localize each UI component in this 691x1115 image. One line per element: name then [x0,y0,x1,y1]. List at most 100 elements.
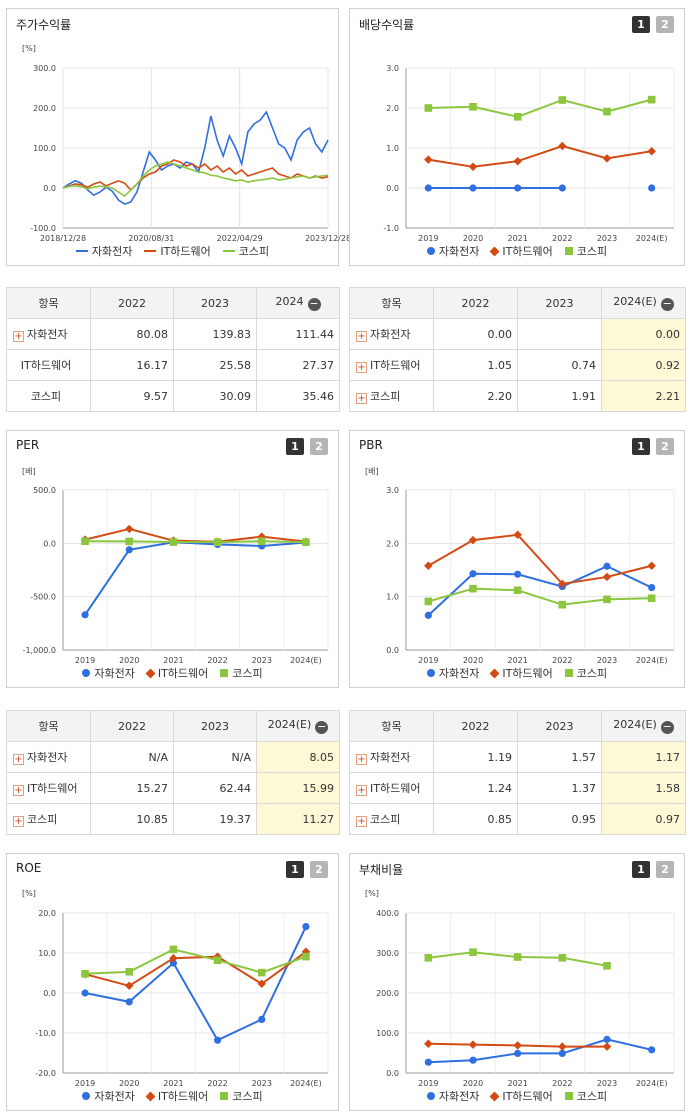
legend-square-icon [564,247,573,255]
legend-item-kospi[interactable]: 코스피 [564,665,607,681]
legend-item-samsung[interactable]: 자화전자 [426,1088,479,1104]
legend-dot-icon [82,1092,91,1100]
data-point [558,1042,567,1051]
legend-item-it[interactable]: IT하드웨어 [489,665,553,681]
row-name: + 코스피 [349,803,434,835]
legend-item-kospi[interactable]: 코스피 [564,243,607,259]
cell: 0.00 [601,318,686,350]
expand-icon[interactable]: + [356,785,367,796]
x-tick-label: 2023 [597,656,617,665]
row-name: + 자화전자 [349,741,434,773]
unit-label: [%] [22,889,36,898]
expand-icon[interactable]: + [356,754,367,765]
row-name: + 자화전자 [6,318,91,350]
legend-dot-icon [82,669,91,677]
series-line-0 [84,926,307,1042]
x-tick-label: 2023 [597,234,617,243]
legend-item-samsung[interactable]: 자화전자 [82,665,135,681]
legend-item-samsung[interactable]: 자화전자 [426,243,479,259]
data-point [513,530,522,540]
page-1-button[interactable]: 1 [632,861,650,878]
data-point [424,1058,432,1066]
data-point [514,570,522,578]
cell: N/A [90,741,174,773]
cell: 1.57 [517,741,602,773]
legend-diamond-icon [489,1091,500,1101]
series-line-2 [85,948,307,975]
collapse-icon[interactable]: − [315,720,329,734]
cell: 9.57 [90,380,174,412]
page-2-button[interactable]: 2 [310,861,328,878]
x-tick-label: 2021 [163,656,183,665]
legend-item-samsung[interactable]: 자화전자 [75,243,133,259]
legend-item-kospi[interactable]: 코스피 [220,665,263,681]
page-2-button[interactable]: 2 [656,861,674,878]
data-point [603,562,611,570]
cell: 15.27 [90,772,174,804]
legend-item-it[interactable]: IT하드웨어 [145,1088,208,1104]
expand-icon[interactable]: + [356,362,367,373]
header-2022: 2022 [90,710,174,742]
expand-icon[interactable]: + [13,816,24,827]
roe-panel: ROE 1 2 [%] 20.0 10.0 0.0 -10.0 -20.0 2019 202… [6,853,339,1111]
x-tick-label: 2021 [507,1079,527,1088]
panel-title: 주가수익률 [16,18,72,32]
table-row: + 자화전자 1.19 1.57 1.17 [349,741,686,773]
legend-item-it[interactable]: IT하드웨어 [144,243,211,259]
header-2023: 2023 [517,710,602,742]
legend-label: 자화전자 [91,245,133,258]
legend-item-it[interactable]: IT하드웨어 [489,1088,553,1104]
cell: 0.97 [601,803,686,835]
cell: 62.44 [173,772,257,804]
data-point [424,561,433,570]
legend-item-kospi[interactable]: 코스피 [222,243,269,259]
data-point [125,998,133,1006]
expand-icon[interactable]: + [356,393,367,404]
cell: 8.05 [256,741,340,773]
table-row: + 자화전자 80.08 139.83 111.44 [6,318,340,350]
cell: 1.17 [601,741,686,773]
x-tick-label: 2024(E) [290,1079,322,1088]
page-2-button[interactable]: 2 [656,16,674,33]
data-point [602,572,612,582]
data-point [558,141,567,151]
series-line-0 [428,1038,652,1064]
legend-item-kospi[interactable]: 코스피 [220,1088,263,1104]
page-1-button[interactable]: 1 [286,861,304,878]
page-2-button[interactable]: 2 [310,438,328,455]
pager: 1 2 [286,438,328,455]
series-line-2 [62,161,329,198]
series-line-2 [428,587,652,606]
page-1-button[interactable]: 1 [632,16,650,33]
y-tick-label: 20.0 [38,909,56,918]
data-point [213,538,222,546]
collapse-icon[interactable]: − [307,297,321,311]
page-2-button[interactable]: 2 [656,438,674,455]
legend-item-samsung[interactable]: 자화전자 [426,665,479,681]
row-label: 자화전자 [370,751,411,764]
data-point [125,981,134,991]
legend-item-kospi[interactable]: 코스피 [564,1088,607,1104]
cell: 1.37 [517,772,602,804]
expand-icon[interactable]: + [13,754,24,765]
legend-item-it[interactable]: IT하드웨어 [489,243,553,259]
page-1-button[interactable]: 1 [286,438,304,455]
legend-label: IT하드웨어 [502,667,553,680]
expand-icon[interactable]: + [13,331,24,342]
expand-icon[interactable]: + [13,785,24,796]
collapse-icon[interactable]: − [660,720,674,734]
expand-icon[interactable]: + [356,816,367,827]
data-point [424,954,433,962]
legend-item-samsung[interactable]: 자화전자 [82,1088,135,1104]
legend-item-it[interactable]: IT하드웨어 [145,665,208,681]
page-1-button[interactable]: 1 [632,438,650,455]
data-point [81,989,89,997]
x-tick-label: 2021 [163,1079,183,1088]
y-tick-label: 10.0 [38,949,56,958]
header-2024e: 2024(E) − [256,710,340,742]
x-tick-label: 2022 [552,656,572,665]
collapse-icon[interactable]: − [660,297,674,311]
expand-icon[interactable]: + [356,331,367,342]
y-tick-label: 300.0 [33,64,56,73]
row-label: 코스피 [370,813,401,826]
